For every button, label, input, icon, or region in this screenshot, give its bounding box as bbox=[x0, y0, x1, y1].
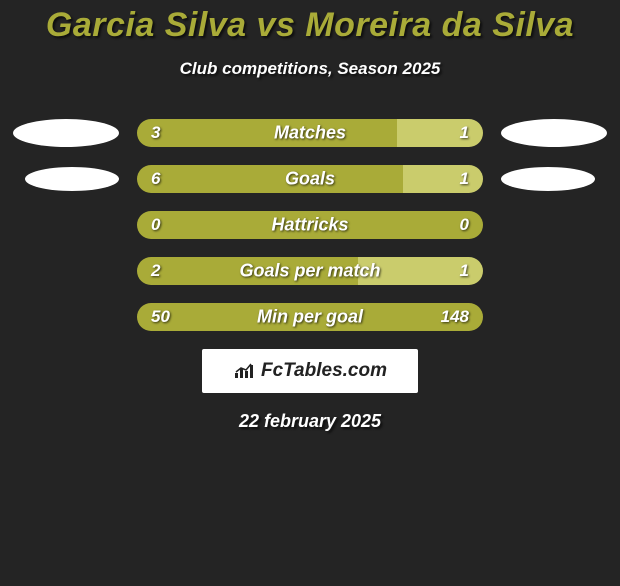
stat-value-right: 148 bbox=[441, 307, 469, 327]
stat-value-left: 6 bbox=[151, 169, 160, 189]
stat-value-left: 2 bbox=[151, 261, 160, 281]
stat-row: 50 148 Min per goal bbox=[0, 303, 620, 331]
stat-bar: 0 0 Hattricks bbox=[137, 211, 483, 239]
stat-value-left: 3 bbox=[151, 123, 160, 143]
team-badge-left bbox=[13, 119, 119, 147]
subtitle: Club competitions, Season 2025 bbox=[0, 59, 620, 79]
stat-row: 2 1 Goals per match bbox=[0, 257, 620, 285]
team-badge-right bbox=[501, 119, 607, 147]
team-badge-left bbox=[25, 167, 119, 191]
brand-text: FcTables.com bbox=[261, 360, 387, 382]
stat-row: 3 1 Matches bbox=[0, 119, 620, 147]
team-badge-right bbox=[501, 167, 595, 191]
stat-label: Min per goal bbox=[257, 307, 363, 328]
stat-label: Matches bbox=[274, 123, 346, 144]
comparison-chart: 3 1 Matches 6 1 Goals 0 0 Hattricks 2 1 Goals per m… bbox=[0, 119, 620, 331]
stat-label: Hattricks bbox=[271, 215, 348, 236]
stat-value-left: 0 bbox=[151, 215, 160, 235]
bar-right-fill bbox=[403, 165, 483, 193]
stat-value-right: 1 bbox=[460, 261, 469, 281]
stat-row: 0 0 Hattricks bbox=[0, 211, 620, 239]
stat-row: 6 1 Goals bbox=[0, 165, 620, 193]
stat-bar: 2 1 Goals per match bbox=[137, 257, 483, 285]
stat-value-right: 0 bbox=[460, 215, 469, 235]
page-title: Garcia Silva vs Moreira da Silva bbox=[0, 6, 620, 45]
stat-bar: 50 148 Min per goal bbox=[137, 303, 483, 331]
bar-left-fill bbox=[137, 165, 403, 193]
stat-value-right: 1 bbox=[460, 169, 469, 189]
stat-bar: 3 1 Matches bbox=[137, 119, 483, 147]
stat-value-right: 1 bbox=[460, 123, 469, 143]
stat-value-left: 50 bbox=[151, 307, 170, 327]
bar-left-fill bbox=[137, 119, 397, 147]
stat-label: Goals per match bbox=[239, 261, 380, 282]
chart-icon bbox=[233, 362, 255, 380]
date-text: 22 february 2025 bbox=[0, 411, 620, 432]
bar-right-fill bbox=[397, 119, 484, 147]
stat-label: Goals bbox=[285, 169, 335, 190]
brand-badge: FcTables.com bbox=[202, 349, 418, 393]
stat-bar: 6 1 Goals bbox=[137, 165, 483, 193]
